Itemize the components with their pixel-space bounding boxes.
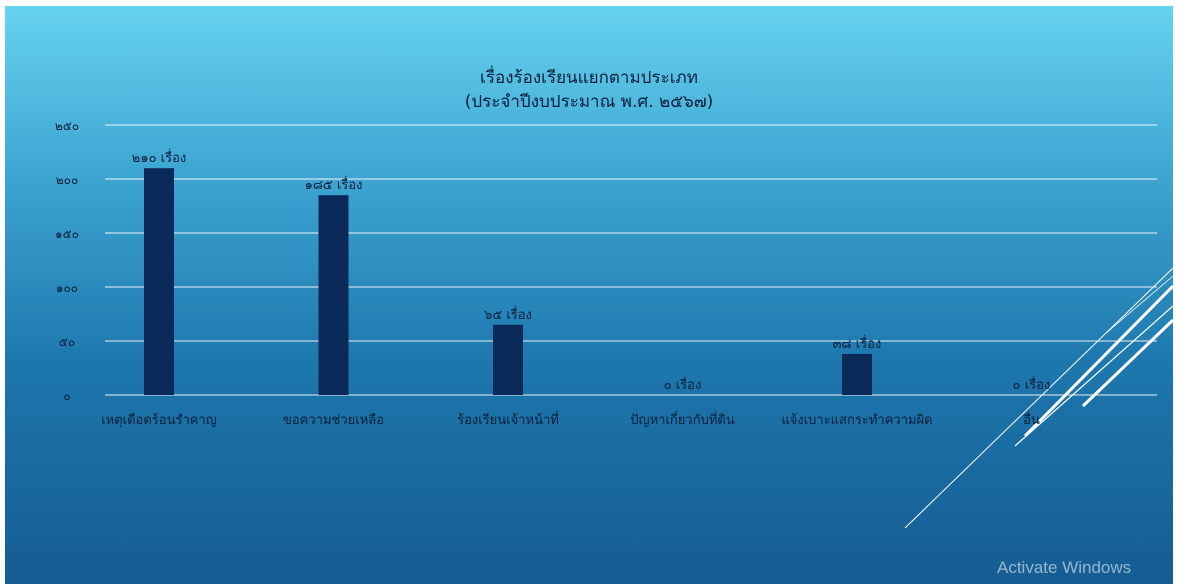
chart-title: เรื่องร้องเรียนแยกตามประเภท: [480, 68, 698, 88]
data-label: ๑๘๕ เรื่อง: [305, 176, 363, 193]
bar: [493, 324, 523, 395]
y-tick-label: ๕๐: [59, 335, 75, 349]
bar: [318, 195, 349, 395]
data-label: ๓๘ เรื่อง: [833, 335, 882, 352]
y-tick-label: ๒๕๐: [55, 119, 79, 133]
data-label: ๖๕ เรื่อง: [484, 306, 532, 323]
x-tick-label: แจ้งเบาะแสกระทำความผิด: [781, 413, 932, 428]
data-label: ๒๑๐ เรื่อง: [132, 149, 186, 166]
y-tick-label: ๐: [63, 389, 70, 403]
decorative-lines: [904, 267, 1173, 529]
bar: [144, 168, 174, 395]
y-tick-label: ๑๐๐: [56, 281, 78, 295]
x-tick-label: ปัญหาเกี่ยวกับที่ดิน: [630, 411, 735, 428]
y-tick-label: ๑๕๐: [55, 227, 79, 241]
activation-watermark: Activate Windows: [997, 558, 1132, 577]
bar: [842, 353, 872, 395]
chart-subtitle: (ประจำปีงบประมาณ พ.ศ. ๒๕๖๗): [464, 92, 714, 112]
x-tick-label: เหตุเดือดร้อนรำคาญ: [101, 412, 217, 428]
slide: ๐ ๕๐ ๑๐๐ ๑๕๐ ๒๐๐ ๒๕๐๒๑๐ เรื่องเหตุเดือดร้อนรำ…: [5, 6, 1173, 584]
x-tick-label: ร้องเรียนเจ้าหน้าที่: [457, 411, 559, 428]
y-tick-label: ๒๐๐: [56, 173, 79, 187]
data-label: ๐ เรื่อง: [1013, 376, 1051, 393]
x-tick-label: ขอความช่วยเหลือ: [283, 412, 384, 428]
x-tick-label: อื่น: [1023, 411, 1040, 428]
data-label: ๐ เรื่อง: [664, 376, 702, 393]
